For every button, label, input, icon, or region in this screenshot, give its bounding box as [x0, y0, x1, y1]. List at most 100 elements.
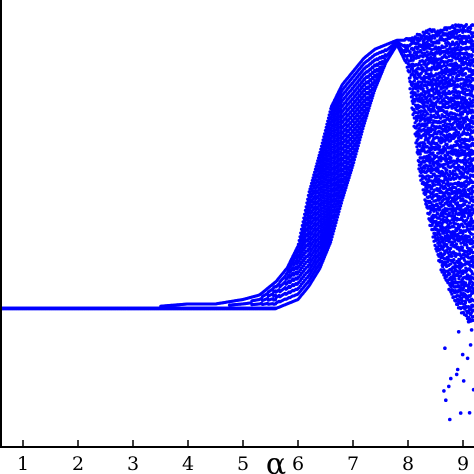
- data-point: [337, 210, 341, 214]
- data-point: [361, 127, 365, 131]
- data-point: [445, 66, 449, 70]
- data-point: [418, 152, 422, 156]
- data-point: [452, 258, 456, 262]
- data-point: [443, 346, 447, 351]
- data-point: [331, 232, 335, 236]
- data-point: [302, 232, 306, 236]
- data-point: [326, 192, 330, 196]
- data-point: [336, 215, 340, 219]
- data-point: [431, 151, 435, 155]
- data-point: [424, 177, 428, 181]
- data-point: [319, 203, 323, 207]
- data-point: [319, 225, 323, 229]
- data-point: [429, 117, 433, 122]
- data-point: [433, 183, 437, 187]
- data-point: [323, 185, 326, 189]
- data-point: [302, 248, 306, 252]
- data-point: [300, 255, 304, 259]
- data-point: [438, 145, 442, 149]
- data-point: [303, 225, 307, 228]
- data-point: [340, 201, 343, 205]
- data-point: [428, 210, 432, 214]
- data-point: [449, 156, 453, 160]
- data-point: [426, 112, 430, 116]
- data-point: [302, 253, 306, 257]
- data-point: [323, 207, 326, 211]
- data-point: [450, 292, 454, 296]
- data-point: [408, 87, 412, 91]
- data-point: [453, 277, 457, 281]
- data-point: [356, 147, 360, 150]
- data-point: [297, 265, 301, 269]
- data-point: [306, 218, 310, 222]
- data-point: [332, 229, 336, 233]
- data-point: [326, 197, 330, 201]
- data-point: [436, 236, 440, 240]
- data-point: [323, 212, 326, 216]
- data-point: [300, 245, 304, 249]
- data-point: [456, 330, 461, 334]
- data-point: [326, 208, 330, 212]
- data-point: [300, 250, 304, 254]
- data-point: [440, 94, 444, 98]
- data-point: [450, 58, 454, 63]
- data-point: [319, 209, 323, 213]
- data-point: [360, 130, 364, 134]
- data-point: [323, 191, 326, 195]
- data-point: [319, 198, 323, 202]
- data-point: [455, 367, 460, 372]
- data-point: [351, 163, 355, 167]
- data-point: [410, 95, 414, 99]
- data-point: [319, 193, 323, 197]
- data-point: [358, 138, 362, 142]
- data-point: [330, 235, 334, 239]
- data-point: [417, 160, 421, 164]
- data-point: [412, 79, 416, 83]
- data-point: [306, 234, 310, 238]
- data-point: [428, 120, 432, 124]
- data-point: [356, 144, 360, 148]
- data-point: [443, 162, 447, 166]
- data-point: [299, 257, 303, 261]
- data-point: [326, 170, 330, 174]
- data-point: [452, 225, 456, 229]
- data-point: [448, 417, 452, 422]
- data-point: [319, 214, 323, 218]
- data-point: [452, 162, 456, 166]
- data-point: [416, 89, 420, 93]
- data-point: [362, 124, 366, 128]
- data-point: [306, 223, 310, 227]
- data-point: [448, 272, 452, 276]
- data-point: [453, 27, 457, 31]
- data-point: [445, 142, 449, 146]
- data-point: [430, 36, 434, 41]
- data-point: [442, 389, 446, 393]
- data-point: [444, 398, 448, 403]
- data-point: [445, 168, 449, 172]
- data-point: [449, 376, 453, 381]
- data-point: [360, 132, 363, 136]
- data-point: [323, 202, 326, 205]
- data-point: [303, 235, 307, 239]
- data-point: [297, 254, 301, 258]
- data-point: [334, 221, 338, 225]
- data-point: [353, 158, 356, 162]
- data-point: [454, 242, 459, 246]
- data-point: [303, 246, 307, 250]
- data-point: [355, 149, 359, 153]
- data-point: [336, 212, 340, 216]
- data-point: [329, 240, 333, 244]
- data-point: [408, 50, 412, 54]
- data-point: [353, 155, 357, 159]
- data-point: [299, 252, 303, 256]
- data-point: [323, 218, 326, 222]
- data-point: [451, 204, 455, 208]
- data-point: [302, 243, 306, 247]
- data-point: [333, 224, 337, 228]
- data-point: [326, 176, 330, 179]
- data-point: [454, 372, 459, 377]
- data-point: [359, 135, 363, 139]
- data-point: [299, 263, 303, 267]
